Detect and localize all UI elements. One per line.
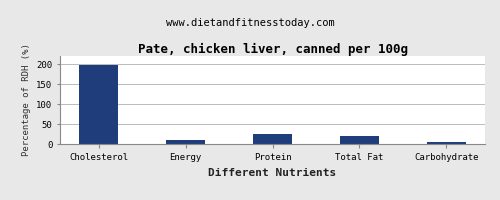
Bar: [166, 140, 205, 144]
Title: Pate, chicken liver, canned per 100g: Pate, chicken liver, canned per 100g: [138, 43, 407, 56]
Bar: [340, 136, 379, 144]
Bar: [253, 134, 292, 144]
Text: www.dietandfitnesstoday.com: www.dietandfitnesstoday.com: [166, 18, 334, 28]
Bar: [426, 142, 466, 144]
Bar: [80, 65, 118, 144]
X-axis label: Different Nutrients: Different Nutrients: [208, 168, 336, 178]
Y-axis label: Percentage of RDH (%): Percentage of RDH (%): [22, 44, 30, 156]
